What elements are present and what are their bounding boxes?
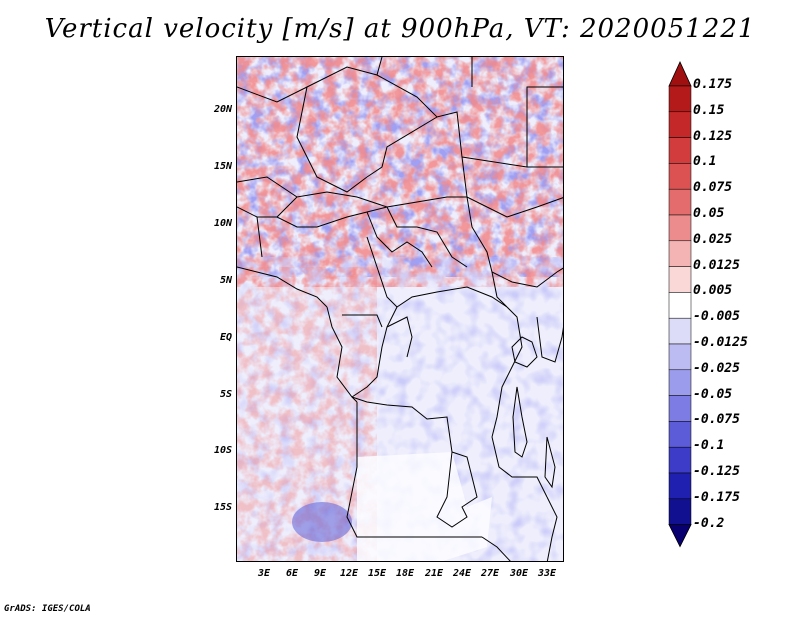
lon-label-12e: 12E [339,568,359,579]
colorbar-segment [668,266,692,293]
blue-blob [292,502,352,542]
colorbar-segment [668,188,692,216]
colorbar-segment [668,137,692,164]
lat-label-5n: 5N [219,275,232,286]
colorbar-tick-label: 0.1 [693,154,717,170]
lon-label-27e: 27E [480,568,500,579]
lat-label-5s: 5S [219,389,232,400]
map-plot-area [236,56,564,562]
colorbar-tick-label: -0.2 [693,515,725,531]
map-title: Vertical velocity [m/s] at 900hPa, VT: 2… [44,14,756,44]
colorbar-tick-label: -0.0125 [693,335,748,350]
colorbar-tick-label: -0.005 [693,309,740,325]
colorbar-tick-label: 0.005 [693,283,733,299]
colorbar-tick-label: 0.15 [693,102,725,118]
north-red-streaks [237,57,563,287]
lon-label-9e: 9E [313,568,327,579]
lat-label-15n: 15N [213,161,232,172]
velocity-field-map [237,57,563,561]
colorbar-segment [668,317,692,345]
lat-label-10s: 10S [213,445,232,456]
lon-label-18e: 18E [395,568,415,579]
colorbar-segment [668,163,692,190]
colorbar-segment [668,292,692,319]
lat-label-15s: 15S [213,502,232,513]
colorbar-segment [668,111,692,138]
colorbar-segment [668,421,692,448]
colorbar-segment [668,446,692,474]
colorbar-tick-label: 0.175 [693,77,733,92]
colorbar-segment [668,214,692,242]
colorbar-tick-label: -0.075 [693,412,740,428]
colorbar-tick-label: -0.025 [693,360,740,376]
colorbar-tick-label: 0.075 [693,180,733,196]
colorbar-tick-label: -0.1 [693,438,725,454]
lon-label-24e: 24E [452,568,472,579]
lon-label-21e: 21E [424,568,444,579]
colorbar-segment [668,524,692,548]
lat-label-eq: EQ [219,332,232,343]
colorbar-tick-label: -0.125 [693,464,740,479]
quiet-zone [357,452,492,561]
lon-label-15e: 15E [367,568,387,579]
colorbar [668,61,692,548]
colorbar-tick-label: -0.05 [693,386,733,402]
colorbar-tick-label: 0.025 [693,231,733,247]
colorbar-tick-label: -0.175 [693,489,740,505]
lon-label-6e: 6E [285,568,299,579]
colorbar-segment [668,395,692,422]
country-borders [237,57,563,561]
colorbar-segment [668,240,692,267]
colorbar-tick-label: 0.05 [693,206,725,221]
colorbar-segment [668,498,692,525]
lon-label-30e: 30E [509,568,529,579]
colorbar-segment [668,85,692,113]
lat-label-20n: 20N [213,104,232,115]
lon-label-3e: 3E [257,568,271,579]
colorbar-segment [668,472,692,500]
lat-label-10n: 10N [213,218,232,229]
colorbar-segment [668,369,692,396]
colorbar-tick-label: 0.0125 [693,257,740,273]
colorbar-tick-label: 0.125 [693,128,733,144]
credit-text: GrADS: IGES/COLA [4,604,91,614]
colorbar-segment [668,61,692,87]
lon-label-33e: 33E [537,568,557,579]
colorbar-segment [668,343,692,371]
